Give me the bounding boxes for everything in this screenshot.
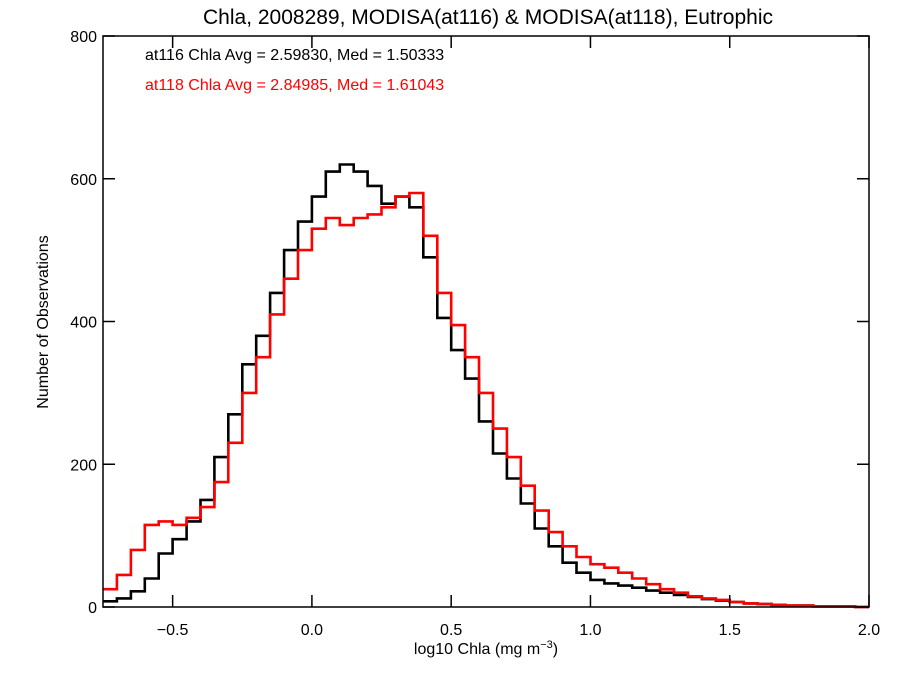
x-axis-title-main: log10 Chla (mg m bbox=[414, 641, 540, 658]
y-tick-label: 0 bbox=[88, 600, 97, 617]
y-tick-label: 600 bbox=[70, 172, 97, 189]
x-axis-title-superscript: −3 bbox=[540, 639, 553, 651]
legend-entry-at116: at116 Chla Avg = 2.59830, Med = 1.50333 bbox=[145, 47, 444, 64]
y-axis: 0 200 400 600 800 bbox=[70, 29, 869, 617]
x-tick-label: −0.5 bbox=[157, 622, 189, 639]
y-axis-title: Number of Observations bbox=[35, 235, 52, 408]
x-tick-label: 0.5 bbox=[440, 622, 462, 639]
series-at118-line bbox=[103, 191, 869, 609]
x-tick-label: 1.5 bbox=[719, 622, 741, 639]
x-axis-title: log10 Chla (mg m−3) bbox=[414, 639, 558, 658]
x-tick-label: 2.0 bbox=[858, 622, 880, 639]
series-layer bbox=[103, 163, 869, 609]
y-tick-label: 200 bbox=[70, 457, 97, 474]
x-axis-title-close: ) bbox=[553, 641, 558, 658]
x-tick-label: 1.0 bbox=[579, 622, 601, 639]
x-tick-label: 0.0 bbox=[301, 622, 323, 639]
series-at116-line bbox=[103, 163, 869, 609]
chart-title: Chla, 2008289, MODISA(at116) & MODISA(at… bbox=[203, 6, 773, 29]
y-tick-label: 400 bbox=[70, 315, 97, 332]
y-tick-label: 800 bbox=[70, 29, 97, 46]
legend-entry-at118: at118 Chla Avg = 2.84985, Med = 1.61043 bbox=[145, 77, 444, 94]
x-axis: −0.5 0.0 0.5 1.0 1.5 2.0 bbox=[157, 36, 880, 639]
plot-frame bbox=[102, 35, 870, 608]
